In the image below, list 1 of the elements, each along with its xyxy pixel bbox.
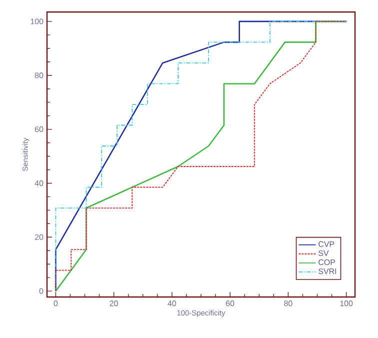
- line-series: [55, 20, 347, 292]
